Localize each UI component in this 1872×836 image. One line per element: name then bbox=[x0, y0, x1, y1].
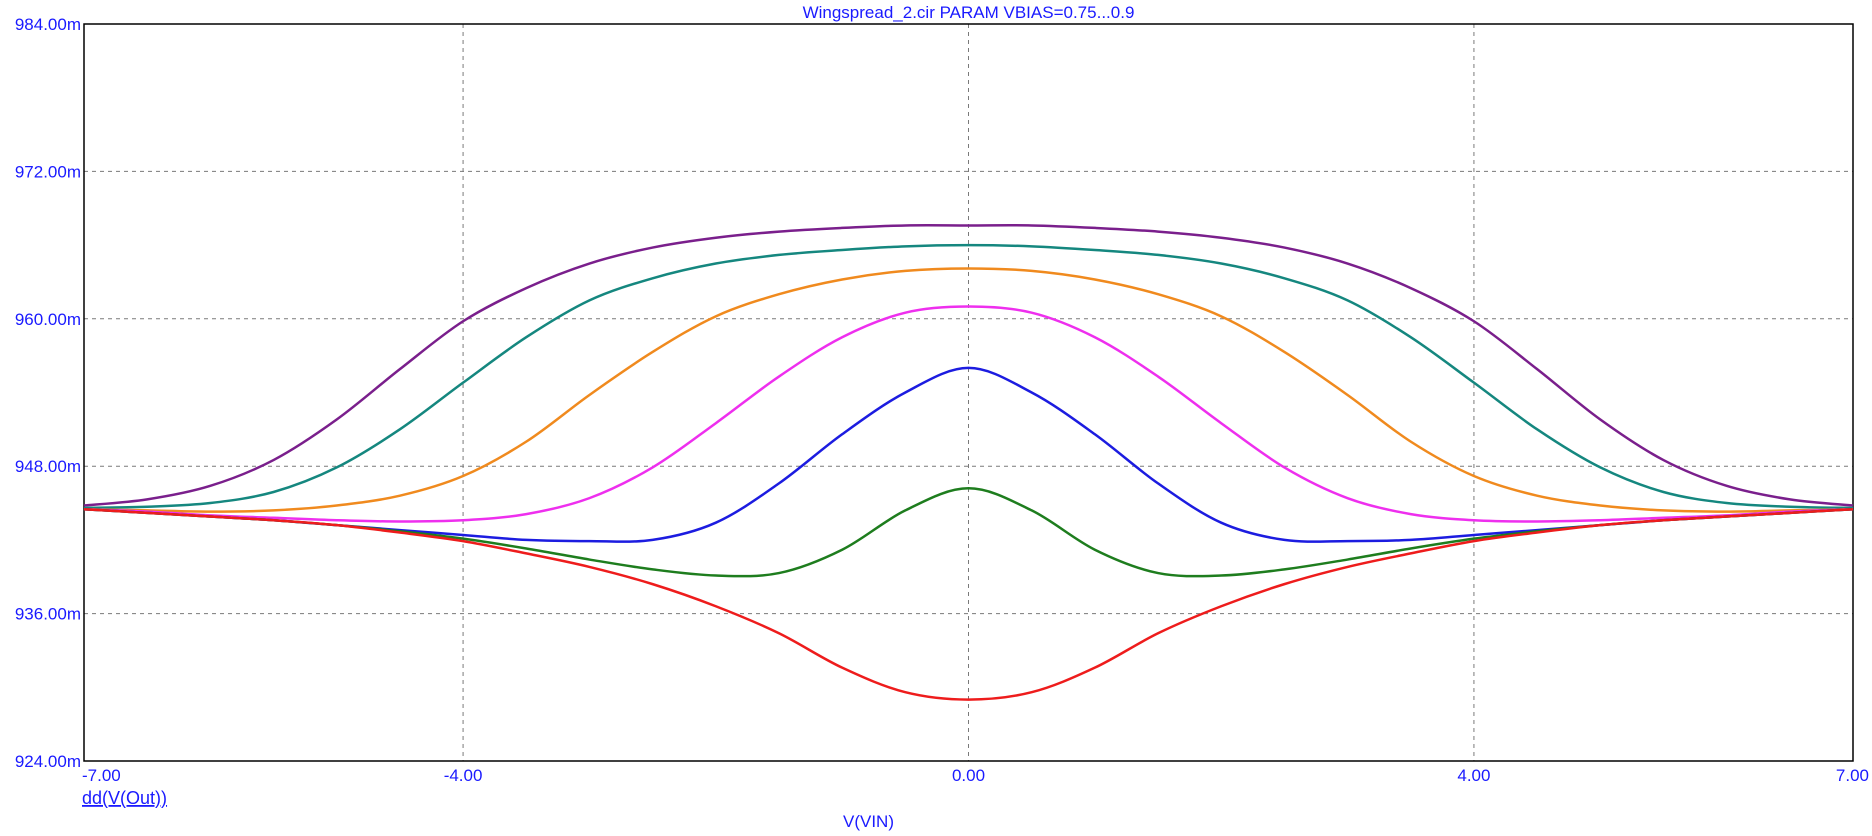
y-tick-label: 936.00m bbox=[15, 605, 81, 624]
series-line-7 bbox=[83, 507, 1854, 701]
x-axis-label: V(VIN) bbox=[843, 812, 894, 831]
y-tick-label: 984.00m bbox=[15, 15, 81, 34]
y-tick-label: 924.00m bbox=[15, 752, 81, 771]
series-line-4 bbox=[83, 305, 1854, 523]
series-line-3 bbox=[83, 267, 1854, 513]
y-tick-label: 972.00m bbox=[15, 162, 81, 181]
x-tick-labels: -7.00 -4.00 0.00 4.00 7.00 bbox=[82, 766, 1869, 785]
series-line-2 bbox=[83, 243, 1854, 510]
chart-title: Wingspread_2.cir PARAM VBIAS=0.75...0.9 bbox=[803, 3, 1135, 22]
series-line-1 bbox=[83, 224, 1854, 507]
x-tick-label: 4.00 bbox=[1457, 766, 1490, 785]
y-tick-labels: 924.00m 936.00m 948.00m 960.00m 972.00m 984.0… bbox=[15, 15, 81, 771]
series-layer bbox=[83, 224, 1854, 701]
plot-frame bbox=[83, 23, 1854, 762]
y-tick-label: 948.00m bbox=[15, 457, 81, 476]
y-tick-label: 960.00m bbox=[15, 310, 81, 329]
x-tick-label: 0.00 bbox=[952, 766, 985, 785]
x-tick-label: -7.00 bbox=[82, 766, 121, 785]
y-axis-label: dd(V(Out)) bbox=[82, 788, 167, 808]
x-tick-label: 7.00 bbox=[1836, 766, 1869, 785]
x-tick-label: -4.00 bbox=[444, 766, 483, 785]
grid-lines bbox=[84, 24, 1853, 761]
